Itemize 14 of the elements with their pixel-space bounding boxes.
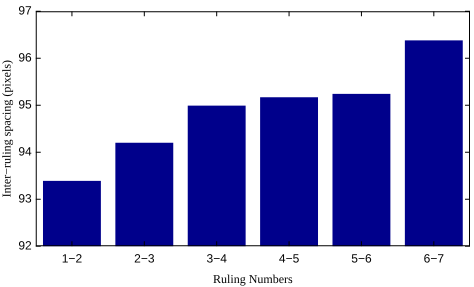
x-tick-label: 2−3 xyxy=(134,252,155,266)
x-tick-label: 5−6 xyxy=(351,252,372,266)
y-tick-label: 94 xyxy=(18,144,32,159)
y-tick-label: 93 xyxy=(18,192,32,206)
y-tick-label: 97 xyxy=(18,4,32,18)
x-tick-label: 6−7 xyxy=(424,252,444,266)
y-axis-title: Inter−ruling spacing (pixels) xyxy=(0,60,14,198)
x-tick-label: 1−2 xyxy=(62,252,82,266)
x-tick-label: 3−4 xyxy=(206,252,228,266)
y-tick-label: 92 xyxy=(18,238,32,253)
x-axis-title: Ruling Numbers xyxy=(213,272,294,286)
x-tick-label: 4−5 xyxy=(278,252,300,266)
y-tick-label: 96 xyxy=(18,50,32,65)
y-tick-label: 95 xyxy=(18,98,32,112)
